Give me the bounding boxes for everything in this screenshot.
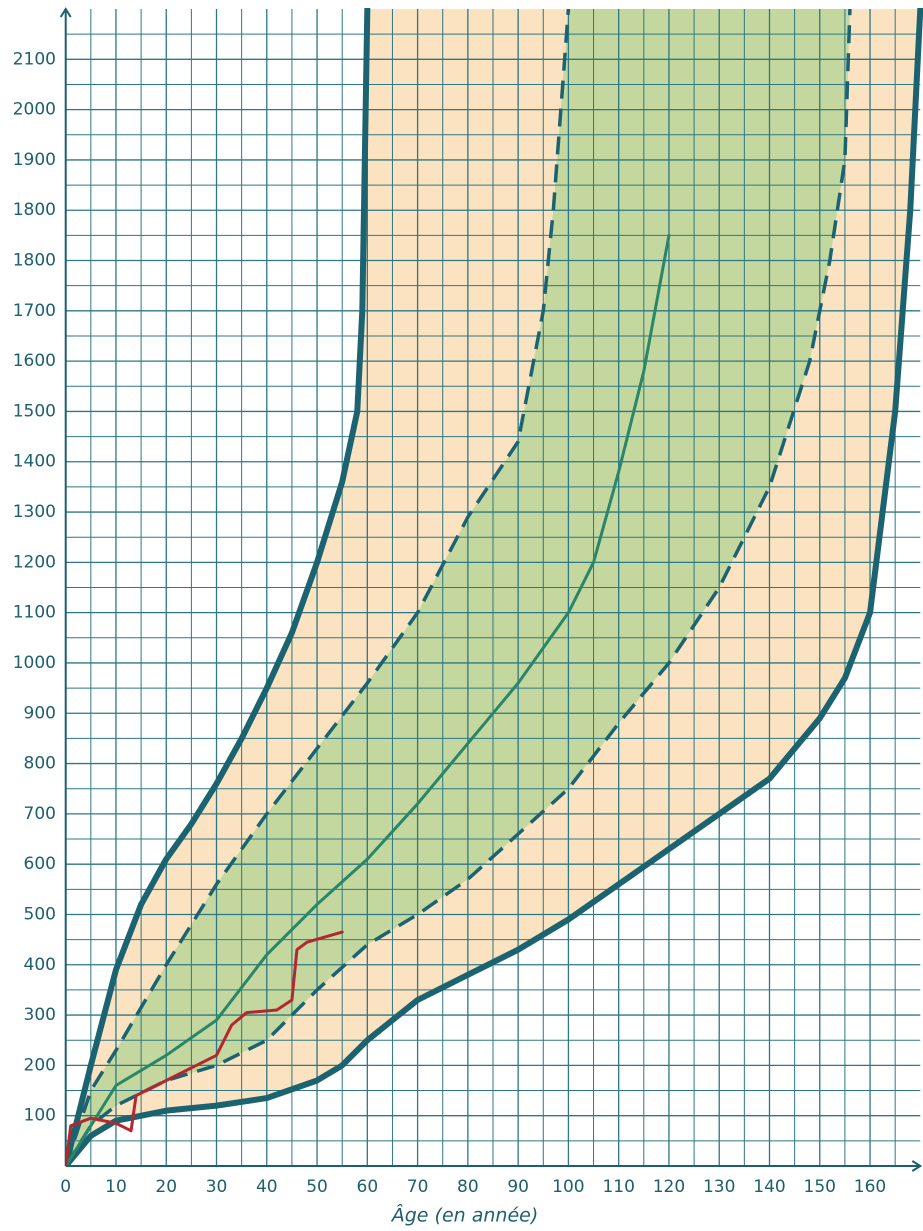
x-tick-label: 40 <box>256 1177 278 1197</box>
y-tick-label: 1500 <box>13 401 56 421</box>
y-tick-label: 100 <box>24 1106 56 1126</box>
x-axis-label: Âge (en année) <box>390 1204 539 1227</box>
x-tick-label: 110 <box>602 1177 634 1197</box>
y-tick-label: 1900 <box>13 150 56 170</box>
y-tick-label: 600 <box>24 854 56 874</box>
x-tick-label: 70 <box>407 1177 429 1197</box>
y-tick-label: 800 <box>24 754 56 774</box>
y-tick-label: 500 <box>24 904 56 924</box>
x-tick-label: 10 <box>105 1177 127 1197</box>
y-tick-label: 700 <box>24 804 56 824</box>
x-tick-label: 0 <box>60 1177 71 1197</box>
x-tick-label: 30 <box>206 1177 228 1197</box>
x-tick-label: 140 <box>753 1177 785 1197</box>
y-tick-label: 200 <box>24 1055 56 1075</box>
x-tick-label: 160 <box>854 1177 886 1197</box>
y-tick-label: 1200 <box>13 552 56 572</box>
y-tick-label: 400 <box>24 955 56 975</box>
y-tick-label: 1600 <box>13 351 56 371</box>
chart: 0 10 20 30 40 50 60 70 80 90 100 110 120 130 140 150 160… <box>0 0 923 1231</box>
x-tick-label: 60 <box>357 1177 379 1197</box>
y-tick-label: 2000 <box>13 100 56 120</box>
y-tick-label: 900 <box>24 703 56 723</box>
y-tick-label: 1400 <box>13 452 56 472</box>
y-tick-label: 2100 <box>13 49 56 69</box>
x-tick-label: 100 <box>552 1177 584 1197</box>
x-tick-label: 120 <box>653 1177 685 1197</box>
y-tick-label: 1800 <box>13 200 56 220</box>
y-tick-label: 300 <box>24 1005 56 1025</box>
y-tick-label: 1700 <box>13 301 56 321</box>
x-tick-label: 150 <box>804 1177 836 1197</box>
x-tick-label: 130 <box>703 1177 735 1197</box>
x-tick-label: 80 <box>457 1177 479 1197</box>
y-tick-label: 1300 <box>13 502 56 522</box>
y-tick-label: 1800 <box>13 251 56 271</box>
x-tick-label: 90 <box>507 1177 529 1197</box>
y-tick-label: 1000 <box>13 653 56 673</box>
x-tick-label: 50 <box>306 1177 328 1197</box>
page: {"chart_data": {"type": "line", "x_label… <box>0 0 923 1231</box>
x-tick-label: 20 <box>155 1177 177 1197</box>
y-tick-label: 1100 <box>13 603 56 623</box>
